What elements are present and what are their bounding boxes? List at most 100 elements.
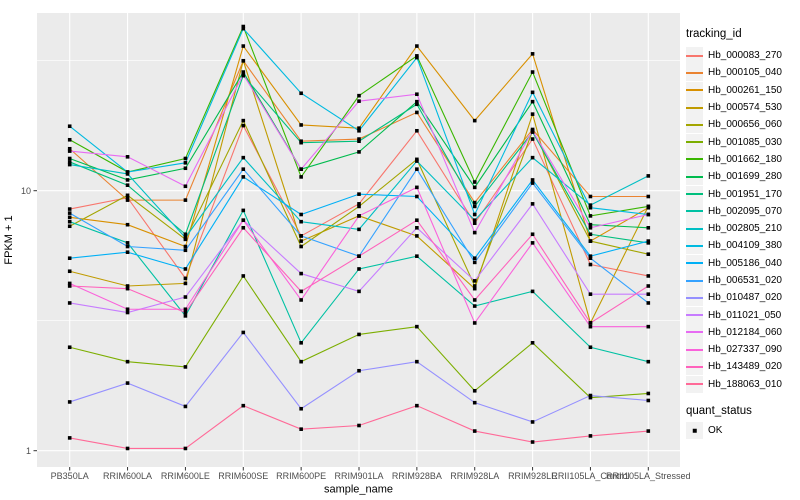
legend-key-swatch <box>686 185 703 203</box>
legend-item-label: Hb_000083_270 <box>708 50 782 62</box>
x-tick-label: RRIM600LE <box>161 471 210 481</box>
data-point <box>67 160 72 164</box>
data-point <box>472 218 477 223</box>
data-point <box>472 429 477 433</box>
data-point <box>472 304 477 308</box>
data-point <box>415 324 419 329</box>
data-point <box>588 321 593 325</box>
legend-item-label: Hb_000261_150 <box>708 84 782 96</box>
data-point <box>415 110 419 115</box>
data-point <box>530 241 535 245</box>
x-tick-label: RRIM600SE <box>218 471 268 481</box>
data-point <box>183 161 188 165</box>
data-point <box>357 214 361 218</box>
data-point <box>646 274 651 278</box>
data-point <box>357 423 361 428</box>
data-point <box>125 359 130 364</box>
data-point <box>530 420 535 424</box>
data-point <box>67 211 72 215</box>
legend-item: Hb_002805_210 <box>686 220 798 238</box>
legend-item-label: Hb_001951_170 <box>708 188 782 200</box>
data-point <box>357 204 361 209</box>
data-point <box>67 269 72 274</box>
data-point <box>299 140 303 145</box>
data-point <box>472 388 477 393</box>
data-point <box>646 174 651 178</box>
data-point <box>530 178 535 182</box>
data-point <box>357 137 361 141</box>
data-point <box>299 427 303 431</box>
data-point <box>125 310 130 315</box>
data-point <box>530 289 535 294</box>
data-point <box>183 184 188 189</box>
data-point <box>415 218 419 223</box>
legend-line-icon <box>686 314 703 317</box>
x-tick-label: RRIM928BA <box>392 471 442 481</box>
data-point <box>241 72 246 77</box>
data-point <box>241 58 246 63</box>
data-point <box>241 24 246 29</box>
legend: tracking_id Hb_000083_270 Hb_000105_040 Hb… <box>686 28 798 440</box>
data-point <box>183 248 188 253</box>
data-point <box>646 429 651 433</box>
data-point <box>125 286 130 291</box>
legend-item: Hb_001951_170 <box>686 185 798 203</box>
data-point <box>588 205 593 210</box>
legend-line-icon <box>686 365 703 368</box>
data-point <box>241 330 246 335</box>
data-point <box>588 262 593 267</box>
data-point <box>415 167 419 171</box>
data-point <box>125 241 130 245</box>
legend-key-swatch <box>686 323 703 341</box>
data-point <box>588 214 593 218</box>
legend-item-label: Hb_000656_060 <box>708 119 782 131</box>
legend-key-swatch <box>686 272 703 289</box>
data-point <box>183 310 188 315</box>
legend-item-label: Hb_027337_090 <box>708 344 782 356</box>
legend-items: Hb_000083_270 Hb_000105_040 Hb_000261_150 H… <box>686 47 798 393</box>
data-point <box>472 260 477 265</box>
data-point <box>299 341 303 345</box>
ok-point-swatch <box>686 422 703 440</box>
data-point <box>67 281 72 286</box>
legend-line-icon <box>686 106 703 109</box>
legend-line-icon <box>686 331 703 334</box>
data-point <box>588 434 593 438</box>
data-point <box>530 341 535 345</box>
data-point <box>67 301 72 305</box>
data-point <box>357 227 361 232</box>
data-point <box>125 193 130 198</box>
x-tick-label: RRIM600LA <box>103 471 152 481</box>
data-point <box>299 123 303 127</box>
data-point <box>588 324 593 329</box>
legend-item-label: Hb_006531_020 <box>708 275 782 286</box>
legend-item: Hb_011021_050 <box>686 306 798 324</box>
data-point <box>588 194 593 199</box>
data-point <box>646 391 651 396</box>
data-point <box>183 281 188 286</box>
data-point <box>530 128 535 133</box>
data-point <box>241 175 246 179</box>
data-point <box>67 224 72 229</box>
data-point <box>241 225 246 230</box>
data-point <box>530 52 535 56</box>
data-point <box>183 267 188 271</box>
data-point <box>183 244 188 249</box>
legend-key-swatch <box>686 358 703 376</box>
data-point <box>67 207 72 211</box>
legend-item-label: Hb_004109_380 <box>708 240 782 252</box>
data-point <box>125 198 130 202</box>
quant-legend-title: quant_status <box>686 404 752 417</box>
x-tick-label: RRIM928LA <box>450 471 499 481</box>
data-point <box>357 289 361 294</box>
data-point <box>299 406 303 411</box>
data-point <box>357 192 361 196</box>
data-point <box>357 93 361 98</box>
data-point <box>415 359 419 364</box>
data-point <box>530 137 535 141</box>
data-point <box>299 244 303 249</box>
data-point <box>125 307 130 312</box>
data-point <box>299 239 303 243</box>
legend-key-swatch <box>686 99 703 117</box>
